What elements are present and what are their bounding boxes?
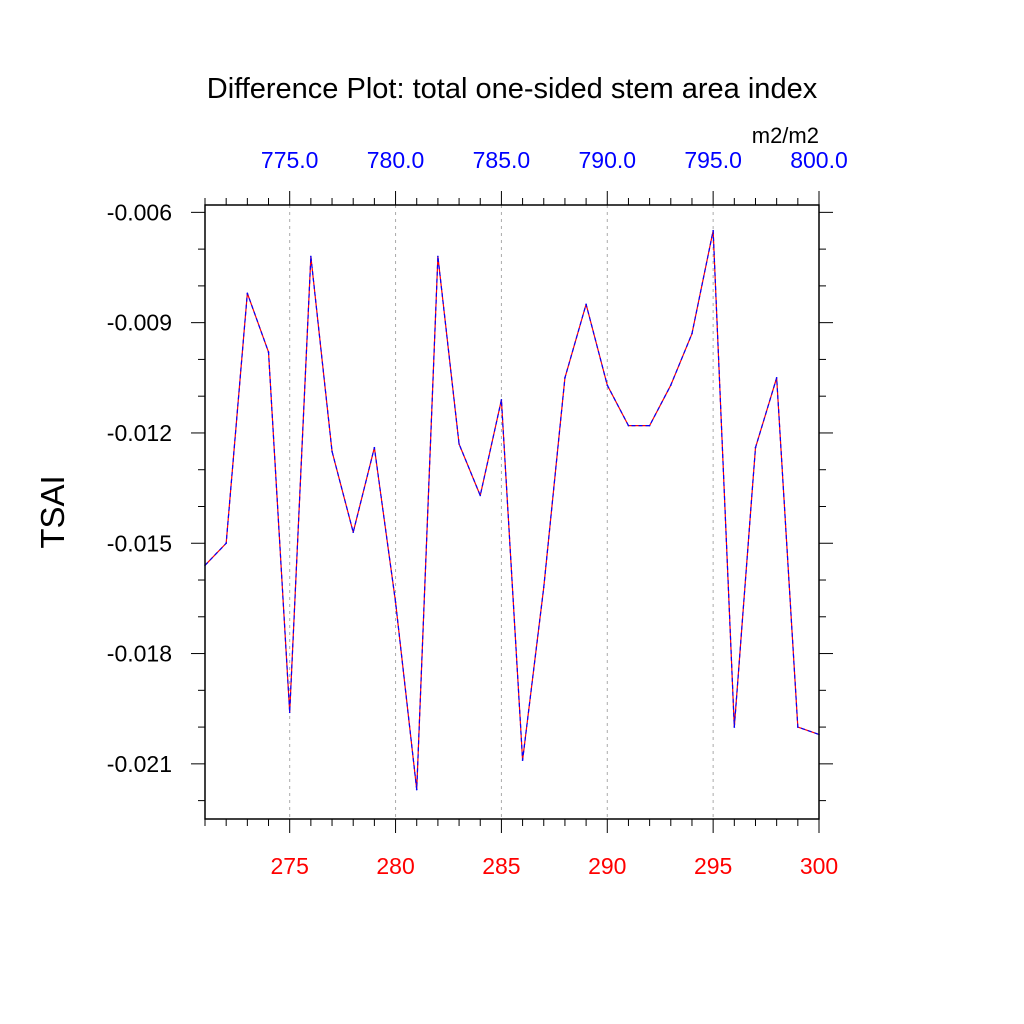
data-point [310,255,312,258]
data-point [648,424,651,427]
top-tick-label: 775.0 [261,147,319,173]
data-point [437,255,439,258]
y-tick-label: -0.015 [107,530,172,556]
data-point [754,446,757,449]
data-point [542,586,545,589]
data-point [331,450,333,453]
data-point [797,726,799,728]
data-point [712,229,714,232]
x-tick-label: 290 [588,853,626,879]
y-tick-label: -0.009 [107,310,172,336]
top-tick-label: 795.0 [684,147,742,173]
data-point [415,788,418,791]
x-tick-label: 280 [376,853,414,879]
data-point [267,351,270,353]
top-tick-label: 800.0 [790,147,848,173]
y-tick-label: -0.006 [107,199,172,225]
data-point [394,601,397,603]
data-point [225,542,227,545]
chart-title: Difference Plot: total one-sided stem ar… [207,73,818,105]
data-point [585,303,587,306]
data-point [521,759,524,761]
top-tick-label: 780.0 [367,147,425,173]
data-point [373,446,376,449]
data-point [288,711,291,714]
data-point [606,384,609,386]
top-tick-label: 785.0 [473,147,531,173]
x-tick-label: 295 [694,853,732,879]
x-tick-label: 275 [271,853,309,879]
data-point [479,494,482,497]
x-tick-label: 285 [482,853,520,879]
data-point [564,377,566,379]
series-line-overlay [204,230,820,791]
y-tick-label: -0.018 [107,641,172,667]
data-point [500,399,503,401]
y-tick-label: -0.021 [107,751,172,777]
data-point [246,292,249,295]
data-point [627,424,630,427]
tick-labels: 275 280 285 290 295 300 775.0 780.0 785.0 790.0 79… [107,147,848,879]
data-point [669,384,672,386]
data-point [775,377,778,379]
data-point [458,443,460,445]
y-tick-label: -0.012 [107,420,172,446]
units-label: m2/m2 [752,123,819,148]
data-point [352,531,355,534]
top-tick-label: 790.0 [578,147,636,173]
x-tick-label: 300 [800,853,838,879]
data-point [691,332,693,335]
grid-lines [289,205,714,819]
data-point [733,726,736,728]
y-axis-label: TSAI [34,475,71,548]
axis-ticks [191,191,833,833]
data-series [204,229,820,791]
plot-frame [204,204,820,820]
